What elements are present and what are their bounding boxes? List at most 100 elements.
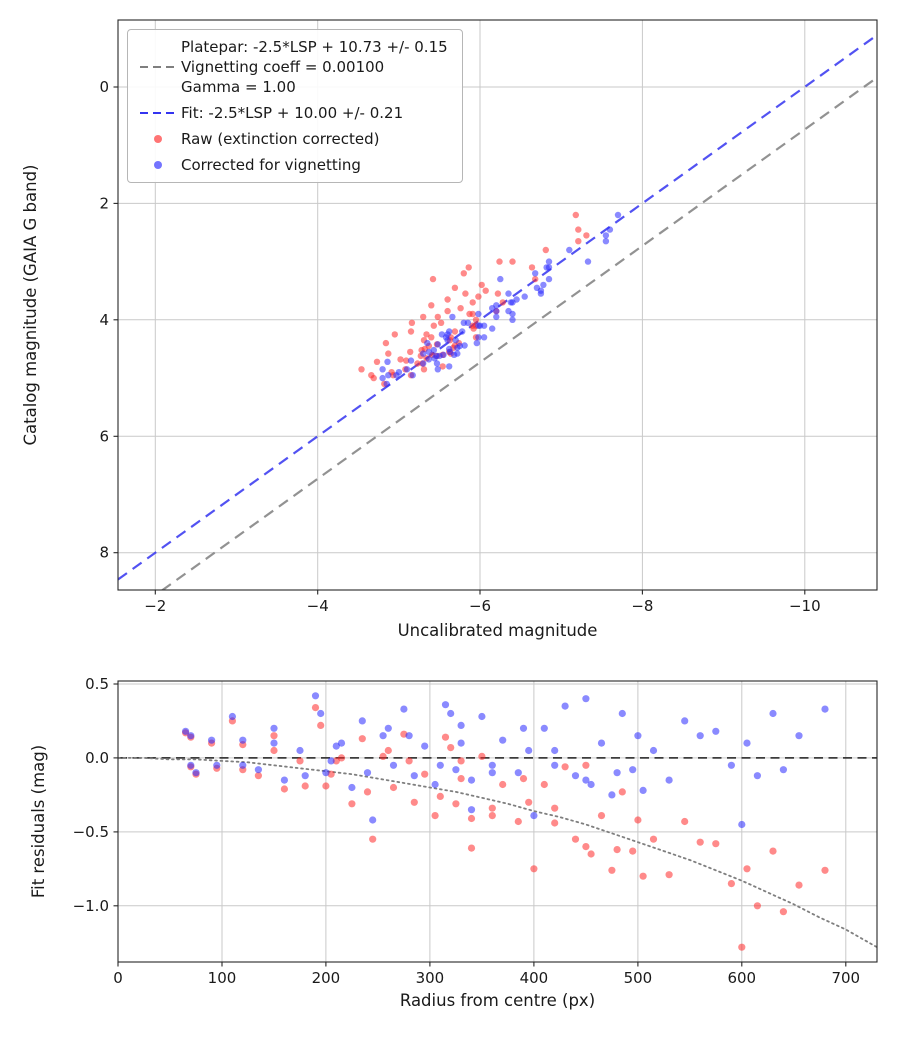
point-corrected-residuals	[779, 766, 788, 774]
point-raw	[451, 284, 459, 291]
point-corrected	[545, 258, 553, 265]
point-corrected-residuals	[530, 812, 538, 820]
point-corrected	[602, 232, 610, 239]
point-raw	[532, 275, 539, 283]
point-corrected-residuals	[649, 746, 658, 755]
point-raw	[428, 302, 435, 309]
point-raw-residuals	[618, 788, 626, 796]
point-corrected	[449, 313, 456, 321]
point-corrected-residuals	[421, 742, 429, 750]
point-corrected	[497, 275, 504, 283]
point-corrected-residuals	[597, 739, 606, 747]
point-raw	[414, 360, 421, 367]
point-corrected-residuals	[379, 732, 387, 740]
point-corrected	[545, 275, 553, 283]
point-corrected-residuals	[431, 780, 439, 789]
point-corrected-residuals	[540, 724, 548, 732]
point-corrected-residuals	[436, 761, 444, 769]
legend-label-corrected: Corrected for vignetting	[181, 156, 361, 174]
point-raw-residuals	[363, 788, 372, 796]
point-corrected	[434, 366, 441, 373]
point-corrected-residuals	[317, 709, 325, 718]
point-raw-residuals	[389, 783, 398, 792]
vignetting-model-curve	[118, 757, 877, 949]
point-corrected-residuals	[551, 761, 559, 769]
point-raw	[403, 357, 410, 364]
point-raw-residuals	[795, 881, 803, 889]
point-raw-residuals	[457, 775, 465, 783]
platepar-line-3: Gamma = 1.00	[181, 78, 296, 96]
point-corrected	[379, 366, 386, 373]
point-corrected-residuals	[587, 780, 595, 789]
point-raw-residuals	[696, 838, 704, 846]
point-corrected	[425, 356, 433, 363]
point-corrected-residuals	[239, 761, 247, 769]
point-corrected-residuals	[369, 816, 377, 824]
x-ticks: −2 −4 −6 −8 −10	[144, 590, 821, 615]
point-corrected-residuals	[192, 769, 200, 777]
x-tick-label: −10	[789, 597, 821, 615]
point-raw	[408, 319, 416, 326]
point-corrected-residuals	[447, 709, 455, 718]
point-corrected	[433, 360, 441, 367]
x-axis-label: Uncalibrated magnitude	[398, 621, 598, 640]
legend-entry-fit: Fit: -2.5*LSP + 10.00 +/- 0.21	[135, 103, 448, 123]
point-raw	[496, 258, 503, 265]
point-raw	[444, 296, 451, 303]
plot-bottom: 0 100 200 300 400 500 600 700 0.5 0.0 −0.5 −1.0 Radi…	[29, 675, 878, 1010]
point-raw-residuals	[597, 812, 606, 820]
x-tick-label: 100	[208, 969, 237, 987]
point-corrected-residuals	[525, 746, 533, 755]
point-corrected	[489, 325, 496, 332]
point-corrected-residuals	[384, 724, 392, 732]
point-raw-residuals	[743, 865, 751, 873]
point-corrected	[566, 246, 573, 254]
point-corrected-residuals	[753, 772, 762, 780]
point-raw-residuals	[525, 798, 533, 806]
point-raw-residuals	[613, 846, 621, 854]
y-tick-label: 8	[99, 544, 109, 562]
point-raw-residuals	[551, 804, 559, 812]
point-corrected	[475, 310, 482, 318]
point-raw	[397, 356, 404, 363]
point-raw	[462, 290, 469, 297]
point-raw-residuals	[379, 752, 387, 761]
point-raw	[437, 319, 445, 326]
point-raw-residuals	[421, 770, 429, 778]
point-raw	[382, 339, 390, 347]
x-tick-label: 400	[520, 969, 549, 987]
point-corrected	[438, 331, 446, 338]
point-corrected	[493, 307, 500, 315]
point-raw	[469, 310, 476, 318]
point-raw	[499, 299, 506, 306]
point-raw	[469, 299, 476, 306]
legend-entry-raw: Raw (extinction corrected)	[135, 129, 448, 149]
point-raw-residuals	[769, 847, 777, 855]
point-corrected-residuals	[769, 709, 777, 718]
point-raw-residuals	[369, 835, 377, 843]
legend-label-fit: Fit: -2.5*LSP + 10.00 +/- 0.21	[181, 104, 404, 122]
point-corrected	[493, 302, 500, 309]
point-corrected	[452, 337, 459, 344]
point-raw-residuals	[478, 752, 486, 761]
point-raw-residuals	[540, 780, 548, 789]
point-raw-residuals	[629, 847, 637, 855]
point-corrected-residuals	[208, 736, 216, 744]
platepar-dashed-line-sample	[135, 65, 181, 69]
point-raw-residuals	[358, 735, 366, 743]
point-raw-residuals	[561, 763, 569, 771]
point-corrected-residuals	[405, 732, 413, 740]
point-corrected-residuals	[712, 727, 720, 735]
x-ticks: 0 100 200 300 400 500 600 700	[113, 962, 860, 987]
point-corrected	[540, 281, 547, 289]
x-tick-label: 200	[312, 969, 341, 987]
point-raw-residuals	[727, 880, 736, 888]
point-corrected-residuals	[571, 772, 580, 780]
point-corrected	[420, 350, 427, 357]
point-raw	[572, 211, 579, 219]
point-corrected	[537, 290, 545, 297]
point-raw-residuals	[488, 804, 496, 812]
point-raw	[423, 331, 430, 338]
point-raw	[407, 348, 414, 356]
y-axis-label: Fit residuals (mag)	[29, 745, 48, 898]
